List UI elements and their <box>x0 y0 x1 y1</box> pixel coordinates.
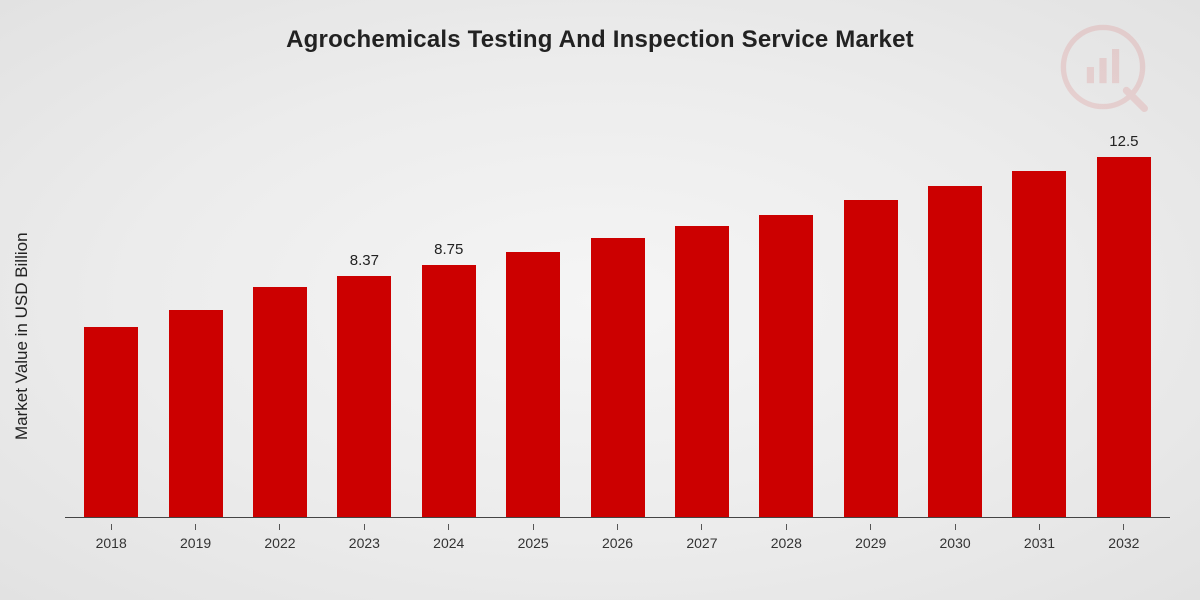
bar <box>337 276 391 517</box>
bar-slot <box>153 117 237 517</box>
x-axis-label: 2028 <box>744 535 828 551</box>
bar <box>844 200 898 517</box>
x-label-slot: 2029 <box>829 524 913 551</box>
x-axis-label: 2029 <box>829 535 913 551</box>
bar-value-label: 8.75 <box>434 241 463 259</box>
bar-slot <box>829 117 913 517</box>
bar <box>928 186 982 517</box>
x-axis-labels: 2018201920222023202420252026202720282029… <box>65 524 1170 551</box>
bar-slot <box>997 117 1081 517</box>
bar-value-label: 12.5 <box>1109 133 1138 151</box>
x-axis-label: 2027 <box>660 535 744 551</box>
x-tick <box>786 524 787 530</box>
bar <box>253 287 307 517</box>
x-axis-label: 2025 <box>491 535 575 551</box>
x-axis-label: 2018 <box>69 535 153 551</box>
bar <box>1012 171 1066 517</box>
x-tick <box>701 524 702 530</box>
x-axis-label: 2031 <box>997 535 1081 551</box>
bar-slot <box>575 117 659 517</box>
bar-slot <box>491 117 575 517</box>
bar <box>422 265 476 517</box>
x-label-slot: 2019 <box>153 524 237 551</box>
x-tick <box>955 524 956 530</box>
bar <box>591 238 645 517</box>
x-axis-baseline <box>65 517 1170 518</box>
chart-plot-area: 8.37 8.75 12.5 <box>65 118 1170 518</box>
x-label-slot: 2026 <box>575 524 659 551</box>
x-label-slot: 2024 <box>407 524 491 551</box>
bars-container: 8.37 8.75 12.5 <box>65 117 1170 517</box>
x-tick <box>617 524 618 530</box>
x-tick <box>448 524 449 530</box>
x-label-slot: 2025 <box>491 524 575 551</box>
x-axis-label: 2023 <box>322 535 406 551</box>
x-label-slot: 2030 <box>913 524 997 551</box>
x-tick <box>533 524 534 530</box>
x-axis-label: 2024 <box>407 535 491 551</box>
x-axis-label: 2022 <box>238 535 322 551</box>
watermark-logo-icon <box>1058 22 1148 112</box>
chart-title: Agrochemicals Testing And Inspection Ser… <box>0 0 1200 54</box>
bar-slot <box>660 117 744 517</box>
x-axis-label: 2032 <box>1082 535 1166 551</box>
x-tick <box>1039 524 1040 530</box>
bar <box>84 327 138 517</box>
x-label-slot: 2027 <box>660 524 744 551</box>
y-axis-label: Market Value in USD Billion <box>12 232 32 440</box>
bar <box>1097 157 1151 517</box>
bar-slot: 12.5 <box>1082 117 1166 517</box>
x-axis-label: 2026 <box>575 535 659 551</box>
bar <box>759 215 813 517</box>
bar-slot: 8.37 <box>322 117 406 517</box>
bar-slot: 8.75 <box>407 117 491 517</box>
x-label-slot: 2023 <box>322 524 406 551</box>
x-tick <box>870 524 871 530</box>
x-label-slot: 2031 <box>997 524 1081 551</box>
bar-value-label: 8.37 <box>350 252 379 270</box>
bar <box>169 310 223 517</box>
bar-slot <box>69 117 153 517</box>
bar-slot <box>238 117 322 517</box>
x-label-slot: 2028 <box>744 524 828 551</box>
x-label-slot: 2022 <box>238 524 322 551</box>
x-axis-label: 2030 <box>913 535 997 551</box>
x-label-slot: 2018 <box>69 524 153 551</box>
x-tick <box>195 524 196 530</box>
bar <box>675 226 729 517</box>
x-tick <box>1123 524 1124 530</box>
bar-slot <box>744 117 828 517</box>
x-tick <box>279 524 280 530</box>
x-tick <box>111 524 112 530</box>
x-tick <box>364 524 365 530</box>
bar-slot <box>913 117 997 517</box>
x-axis-label: 2019 <box>153 535 237 551</box>
x-label-slot: 2032 <box>1082 524 1166 551</box>
bar <box>506 252 560 517</box>
